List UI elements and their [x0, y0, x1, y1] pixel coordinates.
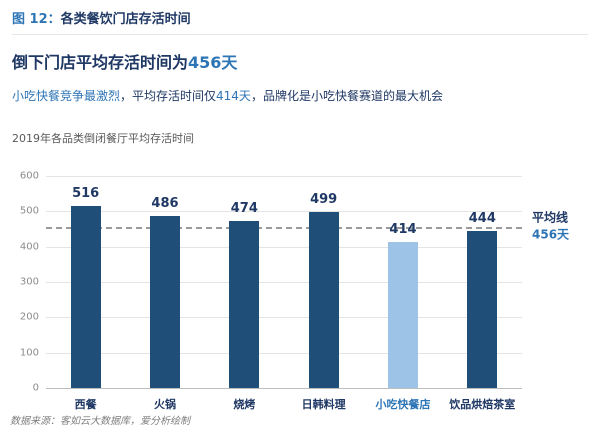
footer-source: 数据来源：客如云大数据库，爱分析绘制	[10, 416, 190, 427]
bar	[387, 241, 418, 388]
average-label: 平均线	[532, 210, 569, 225]
bar-chart: 0 100 200 300 400 500 600 516 486 474 499 414 444 平…	[12, 154, 588, 414]
bar-value-label: 516	[72, 185, 100, 201]
bar	[308, 211, 339, 388]
bar-slot: 486	[125, 176, 204, 388]
bar-slot: 516	[46, 176, 125, 388]
bar-value-label: 414	[389, 221, 417, 237]
gridline	[46, 317, 522, 319]
headline: 倒下门店平均存活时间为456天	[12, 49, 588, 73]
bar-value-label: 474	[230, 200, 258, 216]
bar-slot: 499	[284, 176, 363, 388]
subtitle-text-1: ，平均存活时间仅	[120, 89, 217, 103]
category-label: 西餐	[74, 398, 97, 411]
gridline	[46, 352, 522, 354]
gridline	[46, 246, 522, 248]
category-label: 饮品烘焙茶室	[449, 398, 516, 411]
y-tick-label: 600	[19, 170, 39, 182]
y-tick-label: 0	[32, 382, 39, 394]
subtitle-text-2: ，品牌化是小吃快餐赛道的最大机会	[250, 89, 443, 103]
category-label: 小吃快餐店	[375, 398, 431, 411]
headline-text: 倒下门店平均存活时间为	[12, 53, 189, 72]
bar-slot: 474	[205, 176, 284, 388]
bar	[149, 216, 180, 388]
category-label: 烧烤	[233, 398, 256, 411]
average-value: 456天	[532, 227, 570, 242]
bar-slot: 414	[363, 176, 442, 388]
category-label: 日韩料理	[301, 398, 346, 411]
y-tick-label: 400	[19, 241, 39, 253]
headline-highlight: 456天	[188, 53, 238, 72]
bars-layer: 516 486 474 499 414 444	[46, 176, 522, 388]
bar	[467, 231, 498, 388]
bar	[70, 205, 101, 388]
y-tick-label: 200	[19, 311, 39, 323]
figure-header: 图 12：各类餐饮门店存活时间	[12, 8, 588, 35]
average-label-box: 平均线 456天	[532, 209, 586, 244]
grid-layer: 0 100 200 300 400 500 600	[20, 171, 522, 394]
gridline	[46, 176, 522, 177]
plot-area: 0 100 200 300 400 500 600 516 486 474 499 414 444 平…	[20, 171, 569, 394]
gridline	[46, 282, 522, 283]
figure-title: 各类餐饮门店存活时间	[60, 12, 191, 27]
gridline	[46, 388, 522, 389]
figure-label: 图 12：	[12, 12, 61, 27]
x-axis-labels: 西餐 火锅 烧烤 日韩料理 小吃快餐店 饮品烘焙茶室	[46, 396, 522, 414]
y-tick-label: 300	[19, 276, 39, 288]
y-tick-label: 500	[19, 205, 39, 217]
bar-value-label: 499	[310, 191, 338, 207]
category-label: 火锅	[153, 398, 176, 411]
subtitle: 小吃快餐竞争最激烈，平均存活时间仅414天，品牌化是小吃快餐赛道的最大机会	[12, 87, 588, 104]
subtitle-highlight-1: 小吃快餐竞争最激烈	[12, 89, 121, 103]
subtitle-highlight-2: 414天	[216, 89, 251, 103]
bar-slot: 444	[443, 176, 522, 388]
chart-title: 2019年各品类倒闭餐厅平均存活时间	[12, 132, 194, 145]
gridline	[46, 211, 522, 213]
bar-value-label: 486	[151, 196, 179, 212]
bar-value-label: 444	[468, 211, 496, 227]
average-line	[46, 226, 522, 229]
bar	[229, 220, 260, 388]
y-tick-label: 100	[19, 347, 39, 359]
